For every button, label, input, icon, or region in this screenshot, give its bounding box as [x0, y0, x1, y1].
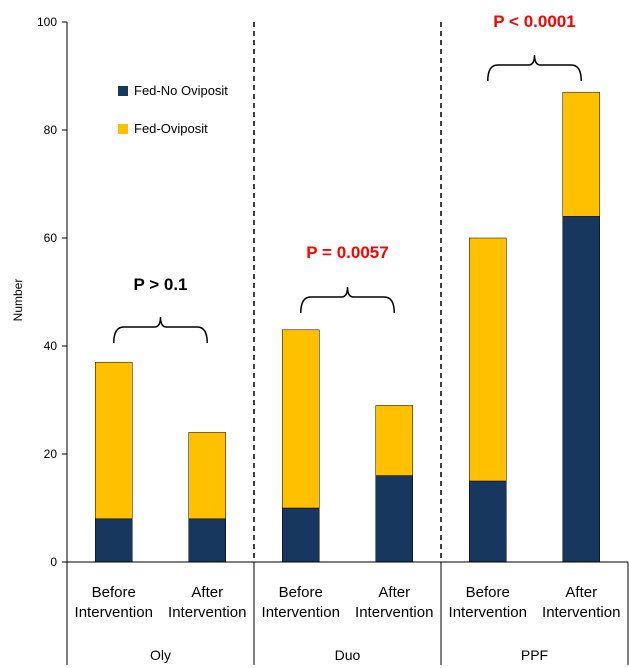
group-dividers — [253, 22, 629, 665]
p-value-annotation: P = 0.0057 — [306, 243, 388, 262]
legend: Fed-No Oviposit Fed-Oviposit — [118, 83, 228, 136]
legend-swatch — [118, 86, 128, 96]
x-category-label-line1: After — [378, 584, 410, 601]
bar-segment — [469, 237, 507, 482]
bar-segment — [282, 329, 320, 509]
bar-segment — [562, 91, 600, 217]
bars — [95, 91, 600, 563]
legend-label: Fed-Oviposit — [134, 121, 208, 136]
y-tick-label: 40 — [44, 339, 58, 353]
y-tick-label: 20 — [44, 447, 58, 461]
x-category-label-line1: After — [191, 584, 223, 601]
p-value-annotation: P < 0.0001 — [493, 12, 575, 31]
bar-segment — [282, 507, 320, 563]
y-tick-label: 60 — [44, 231, 58, 245]
x-category-label-line1: After — [565, 584, 597, 601]
y-tick-label: 80 — [44, 123, 58, 137]
bar-segment — [562, 216, 600, 563]
x-category-labels: Before Intervention After Intervention Befor… — [75, 584, 621, 663]
y-tick-label: 0 — [50, 555, 57, 569]
brace-connector — [113, 316, 208, 344]
p-value-annotation: P > 0.1 — [133, 275, 187, 294]
x-category-label-line2: Intervention — [262, 604, 340, 621]
legend-label: Fed-No Oviposit — [134, 83, 228, 98]
x-category-label-line1: Before — [92, 584, 136, 601]
x-category-label-line2: Intervention — [75, 604, 153, 621]
bar-segment — [188, 432, 226, 520]
y-ticks: 0 20 40 60 80 100 — [37, 15, 67, 569]
legend-swatch — [118, 124, 128, 134]
y-axis-label: Number — [11, 279, 25, 322]
x-group-label: Oly — [150, 647, 171, 663]
bar-segment — [375, 405, 413, 476]
brace-connector — [300, 286, 395, 314]
bar-segment — [469, 480, 507, 563]
axes — [66, 22, 628, 665]
annotations: P > 0.1 P = 0.0057 P < 0.0001 — [113, 12, 582, 344]
y-tick-label: 100 — [37, 15, 57, 29]
x-category-label-line1: Before — [466, 584, 510, 601]
x-group-label: PPF — [521, 647, 548, 663]
x-category-label-line2: Intervention — [355, 604, 433, 621]
bar-segment — [188, 518, 226, 563]
x-group-label: Duo — [335, 647, 361, 663]
x-category-label-line1: Before — [279, 584, 323, 601]
bar-segment — [95, 518, 133, 563]
x-category-label-line2: Intervention — [542, 604, 620, 621]
x-category-label-line2: Intervention — [449, 604, 527, 621]
brace-connector — [487, 54, 582, 82]
bar-segment — [95, 361, 133, 520]
bar-segment — [375, 475, 413, 563]
x-category-label-line2: Intervention — [168, 604, 246, 621]
